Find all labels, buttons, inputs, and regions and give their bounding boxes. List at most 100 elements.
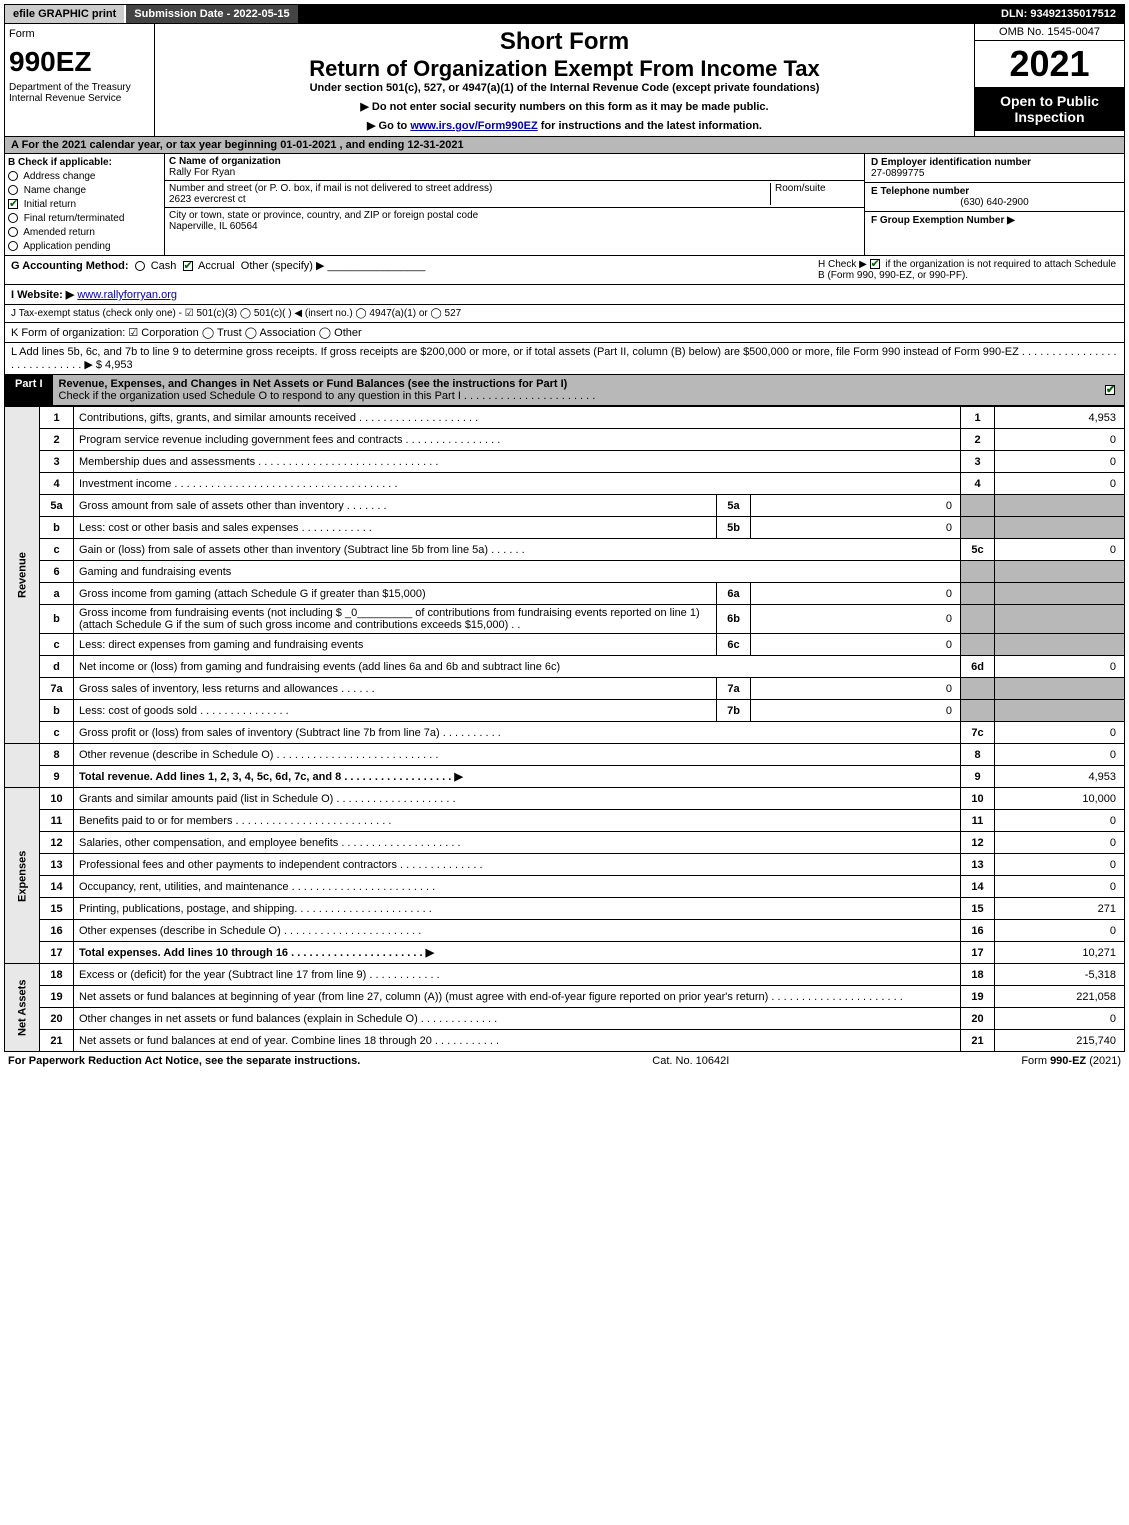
line-amount: -5,318	[995, 964, 1125, 986]
topbar-spacer	[298, 5, 993, 23]
line-desc: Gain or (loss) from sale of assets other…	[74, 539, 961, 561]
line-col: 18	[961, 964, 995, 986]
submission-date: Submission Date - 2022-05-15	[124, 5, 297, 23]
line-number: b	[40, 700, 74, 722]
line-number: 15	[40, 898, 74, 920]
grey-amount	[995, 605, 1125, 634]
org-name-label: C Name of organization	[169, 156, 281, 167]
table-row: 13Professional fees and other payments t…	[5, 854, 1125, 876]
line-col: 13	[961, 854, 995, 876]
h-prefix: H Check ▶	[818, 259, 870, 270]
line-number: c	[40, 539, 74, 561]
table-row: 9Total revenue. Add lines 1, 2, 3, 4, 5c…	[5, 766, 1125, 788]
accrual-checkbox[interactable]	[183, 261, 193, 271]
line-number: b	[40, 517, 74, 539]
line-col: 15	[961, 898, 995, 920]
line-col: 11	[961, 810, 995, 832]
netassets-sidelabel: Net Assets	[5, 964, 40, 1052]
line-amount: 10,000	[995, 788, 1125, 810]
col-de: D Employer identification number 27-0899…	[864, 154, 1124, 255]
line-col: 16	[961, 920, 995, 942]
line-desc: Other changes in net assets or fund bala…	[74, 1008, 961, 1030]
table-row: cGain or (loss) from sale of assets othe…	[5, 539, 1125, 561]
checkbox[interactable]	[8, 213, 18, 223]
warn-ssn: ▶ Do not enter social security numbers o…	[159, 100, 970, 113]
checkbox[interactable]	[8, 171, 18, 181]
h-checkbox[interactable]	[870, 259, 880, 269]
line-amount: 0	[995, 832, 1125, 854]
line-amount: 4,953	[995, 407, 1125, 429]
section-a-year: A For the 2021 calendar year, or tax yea…	[4, 137, 1125, 154]
grey-spacer	[961, 678, 995, 700]
form-header-center: Short Form Return of Organization Exempt…	[155, 24, 974, 136]
line-number: 2	[40, 429, 74, 451]
line-desc: Less: direct expenses from gaming and fu…	[74, 634, 717, 656]
phone-label: E Telephone number	[871, 186, 969, 197]
cash-label: Cash	[151, 260, 177, 272]
line-number: a	[40, 583, 74, 605]
return-title: Return of Organization Exempt From Incom…	[159, 56, 970, 82]
col-b-option: Address change	[8, 171, 161, 182]
part1-subtitle: Check if the organization used Schedule …	[59, 390, 596, 402]
col-b-checkboxes: B Check if applicable: Address change Na…	[5, 154, 165, 255]
revenue-sidelabel: Revenue	[5, 407, 40, 744]
line-col: 19	[961, 986, 995, 1008]
line-amount: 0	[995, 722, 1125, 744]
line-desc: Printing, publications, postage, and shi…	[74, 898, 961, 920]
line-desc: Gross income from fundraising events (no…	[74, 605, 717, 634]
row-accounting: G Accounting Method: Cash Accrual Other …	[4, 256, 1125, 285]
line-number: 17	[40, 942, 74, 964]
sub-line-number: 7b	[717, 700, 751, 722]
checkbox[interactable]	[8, 185, 18, 195]
grey-spacer	[961, 700, 995, 722]
line-number: 19	[40, 986, 74, 1008]
line-number: 1	[40, 407, 74, 429]
line-amount: 0	[995, 744, 1125, 766]
table-row: 20Other changes in net assets or fund ba…	[5, 1008, 1125, 1030]
line-amount: 0	[995, 810, 1125, 832]
line-desc: Occupancy, rent, utilities, and maintena…	[74, 876, 961, 898]
part1-title-row: Revenue, Expenses, and Changes in Net As…	[53, 375, 1124, 405]
line-amount: 0	[995, 920, 1125, 942]
line-desc: Contributions, gifts, grants, and simila…	[74, 407, 961, 429]
checkbox[interactable]	[8, 199, 18, 209]
line-number: 9	[40, 766, 74, 788]
irs-link[interactable]: www.irs.gov/Form990EZ	[410, 120, 537, 132]
grey-amount	[995, 495, 1125, 517]
row-org-form: K Form of organization: ☑ Corporation ◯ …	[4, 323, 1125, 343]
checkbox-label: Address change	[21, 171, 96, 182]
col-b-option: Amended return	[8, 227, 161, 238]
col-b-option: Name change	[8, 185, 161, 196]
line-number: 3	[40, 451, 74, 473]
checkbox[interactable]	[8, 227, 18, 237]
revenue-sidelabel-cont	[5, 744, 40, 788]
line-amount: 0	[995, 854, 1125, 876]
line-desc: Benefits paid to or for members . . . . …	[74, 810, 961, 832]
line-col: 14	[961, 876, 995, 898]
org-name-value: Rally For Ryan	[169, 167, 235, 178]
table-row: Revenue 1 Contributions, gifts, grants, …	[5, 407, 1125, 429]
part1-schedule-o-check[interactable]	[1105, 385, 1115, 395]
footer-left: For Paperwork Reduction Act Notice, see …	[8, 1055, 360, 1067]
row-gross-receipts: L Add lines 5b, 6c, and 7b to line 9 to …	[4, 343, 1125, 375]
line-desc-bold: Total expenses. Add lines 10 through 16 …	[79, 947, 434, 959]
line-desc: Salaries, other compensation, and employ…	[74, 832, 961, 854]
part1-tag: Part I	[5, 375, 53, 405]
header-info-grid: B Check if applicable: Address change Na…	[4, 154, 1125, 256]
ein-value: 27-0899775	[871, 168, 924, 179]
checkbox-label: Initial return	[21, 199, 76, 210]
cash-checkbox[interactable]	[135, 261, 145, 271]
line-col: 4	[961, 473, 995, 495]
line-desc: Gaming and fundraising events	[74, 561, 961, 583]
table-row: 11Benefits paid to or for members . . . …	[5, 810, 1125, 832]
line-col: 7c	[961, 722, 995, 744]
website-link[interactable]: www.rallyforryan.org	[77, 289, 177, 301]
line-desc: Other revenue (describe in Schedule O) .…	[74, 744, 961, 766]
checkbox[interactable]	[8, 241, 18, 251]
form-header: Form 990EZ Department of the Treasury In…	[4, 24, 1125, 137]
line-desc: Gross sales of inventory, less returns a…	[74, 678, 717, 700]
checkbox-label: Application pending	[21, 241, 111, 252]
table-row: 3Membership dues and assessments . . . .…	[5, 451, 1125, 473]
line-col: 1	[961, 407, 995, 429]
line-desc: Investment income . . . . . . . . . . . …	[74, 473, 961, 495]
